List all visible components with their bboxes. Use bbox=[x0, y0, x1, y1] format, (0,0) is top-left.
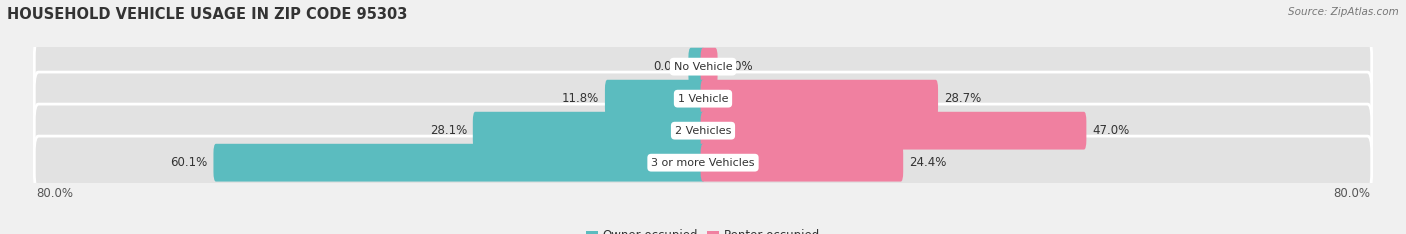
Text: 28.7%: 28.7% bbox=[943, 92, 981, 105]
FancyBboxPatch shape bbox=[700, 80, 938, 117]
FancyBboxPatch shape bbox=[605, 80, 706, 117]
FancyBboxPatch shape bbox=[700, 48, 717, 86]
FancyBboxPatch shape bbox=[34, 136, 1372, 189]
Text: 47.0%: 47.0% bbox=[1092, 124, 1129, 137]
Text: 2 Vehicles: 2 Vehicles bbox=[675, 126, 731, 136]
FancyBboxPatch shape bbox=[214, 144, 706, 182]
Text: 24.4%: 24.4% bbox=[908, 156, 946, 169]
Legend: Owner-occupied, Renter-occupied: Owner-occupied, Renter-occupied bbox=[581, 225, 825, 234]
Text: 11.8%: 11.8% bbox=[562, 92, 599, 105]
Text: 60.1%: 60.1% bbox=[170, 156, 208, 169]
Text: Source: ZipAtlas.com: Source: ZipAtlas.com bbox=[1288, 7, 1399, 17]
Text: 3 or more Vehicles: 3 or more Vehicles bbox=[651, 158, 755, 168]
FancyBboxPatch shape bbox=[34, 40, 1372, 93]
FancyBboxPatch shape bbox=[700, 112, 1087, 150]
FancyBboxPatch shape bbox=[689, 48, 706, 86]
Text: HOUSEHOLD VEHICLE USAGE IN ZIP CODE 95303: HOUSEHOLD VEHICLE USAGE IN ZIP CODE 9530… bbox=[7, 7, 408, 22]
Text: 0.0%: 0.0% bbox=[723, 60, 752, 73]
Text: 0.0%: 0.0% bbox=[654, 60, 683, 73]
FancyBboxPatch shape bbox=[700, 144, 903, 182]
FancyBboxPatch shape bbox=[472, 112, 706, 150]
FancyBboxPatch shape bbox=[34, 104, 1372, 157]
FancyBboxPatch shape bbox=[34, 72, 1372, 125]
Text: No Vehicle: No Vehicle bbox=[673, 62, 733, 72]
Text: 28.1%: 28.1% bbox=[430, 124, 467, 137]
Text: 1 Vehicle: 1 Vehicle bbox=[678, 94, 728, 104]
